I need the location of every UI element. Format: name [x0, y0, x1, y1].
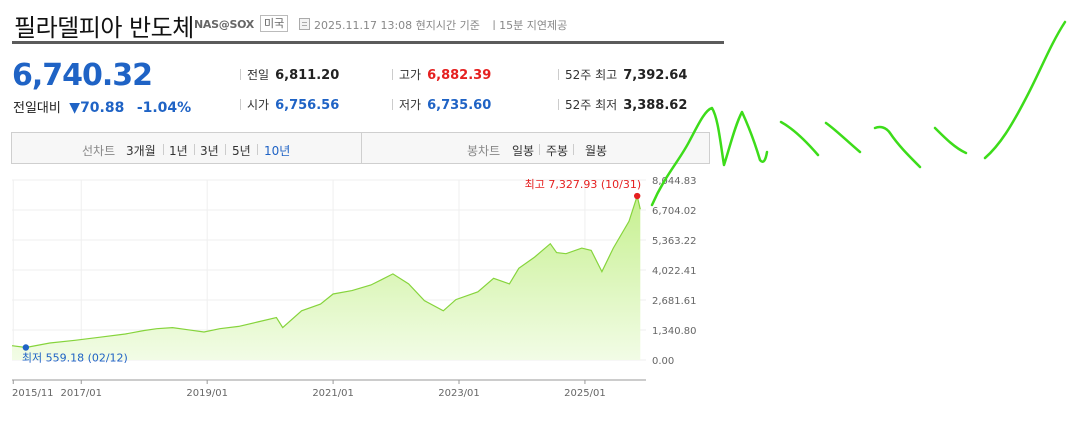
- x-tick-label: 2025/01: [564, 388, 606, 399]
- drawn-stroke: [983, 20, 1067, 160]
- change-row: 전일대비 ▼70.88 -1.04%: [13, 97, 191, 116]
- stat-label: 저가: [399, 98, 422, 112]
- stat-value: 7,392.64: [623, 68, 688, 83]
- stat-value: 3,388.62: [623, 98, 688, 113]
- chart-period-tabbar: 선차트 3개월 1년 3년 5년 10년 봉차트 일봉 주봉 월봉: [11, 132, 710, 164]
- drawn-stroke: [779, 120, 820, 157]
- stat-low: 저가 6,735.60: [392, 96, 491, 113]
- stat-value: 6,735.60: [427, 98, 492, 113]
- timestamp: 2025.11.17 13:08 현지시간 기준: [314, 19, 480, 32]
- stat-52w-low: 52주 최저 3,388.62: [558, 96, 687, 113]
- stat-value: 6,811.20: [275, 68, 340, 83]
- tab-monthly[interactable]: 월봉: [585, 144, 608, 158]
- y-tick-label: 2,681.61: [652, 296, 697, 307]
- drawn-stroke: [824, 121, 862, 154]
- tab-3-years[interactable]: 3년: [200, 144, 219, 158]
- change-label: 전일대비: [13, 101, 61, 116]
- change-value: ▼70.88: [69, 100, 125, 116]
- stat-value: 6,756.56: [275, 98, 340, 113]
- stat-open: 시가 6,756.56: [240, 96, 339, 113]
- min-annotation: 최저 559.18 (02/12): [22, 351, 128, 364]
- y-tick-label: 0.00: [652, 356, 674, 367]
- stat-high: 고가 6,882.39: [392, 66, 491, 83]
- stat-label: 고가: [399, 68, 422, 82]
- drawn-stroke: [933, 126, 968, 155]
- stat-value: 6,882.39: [427, 68, 492, 83]
- candle-chart-label: 봉차트: [467, 144, 501, 158]
- tab-5-years[interactable]: 5년: [232, 144, 251, 158]
- tab-3-months[interactable]: 3개월: [126, 144, 156, 158]
- y-tick-label: 8,044.83: [652, 176, 697, 187]
- country-badge: 미국: [260, 15, 289, 32]
- price-area-chart: 2015/11 2017/01 2019/01 2021/01 2023/01 2025/…: [11, 176, 697, 399]
- stat-label: 전일: [247, 68, 270, 82]
- stat-label: 시가: [247, 98, 270, 112]
- y-tick-label: 1,340.80: [652, 326, 697, 337]
- index-title: 필라델피아 반도체: [14, 14, 194, 42]
- index-code: NAS@SOX: [194, 18, 254, 31]
- delay-notice: ㅣ15분 지연제공: [489, 19, 568, 32]
- min-point-marker: [22, 344, 30, 351]
- price-area-fill: [12, 196, 641, 360]
- stat-prev-close: 전일 6,811.20: [240, 66, 339, 83]
- calendar-icon: [299, 18, 310, 30]
- x-tick-label: 2017/01: [60, 388, 102, 399]
- stat-label: 52주 최고: [565, 68, 618, 82]
- max-point-marker: [633, 192, 641, 200]
- line-chart-label: 선차트: [82, 144, 116, 158]
- x-tick-label: 2015/11: [12, 388, 54, 399]
- page-header: 필라델피아 반도체 NAS@SOX 미국 2025.11.17 13:08 현지…: [12, 8, 724, 44]
- price-line: [11, 193, 641, 349]
- y-tick-label: 4,022.41: [652, 266, 697, 277]
- change-percent: -1.04%: [136, 100, 192, 116]
- current-price: 6,740.32: [12, 58, 153, 93]
- tab-1-year[interactable]: 1년: [169, 144, 188, 158]
- y-tick-label: 6,704.02: [652, 206, 697, 217]
- tab-10-years[interactable]: 10년: [264, 144, 291, 158]
- tab-weekly[interactable]: 주봉: [546, 144, 569, 158]
- stat-52w-high: 52주 최고 7,392.64: [558, 66, 687, 83]
- y-tick-label: 5,363.22: [652, 236, 697, 247]
- stat-label: 52주 최저: [565, 98, 618, 112]
- x-tick-label: 2021/01: [312, 388, 354, 399]
- max-annotation: 최고 7,327.93 (10/31): [525, 178, 642, 191]
- tab-daily[interactable]: 일봉: [512, 144, 535, 158]
- x-tick-label: 2023/01: [438, 388, 480, 399]
- x-tick-label: 2019/01: [186, 388, 228, 399]
- drawn-stroke: [873, 125, 922, 169]
